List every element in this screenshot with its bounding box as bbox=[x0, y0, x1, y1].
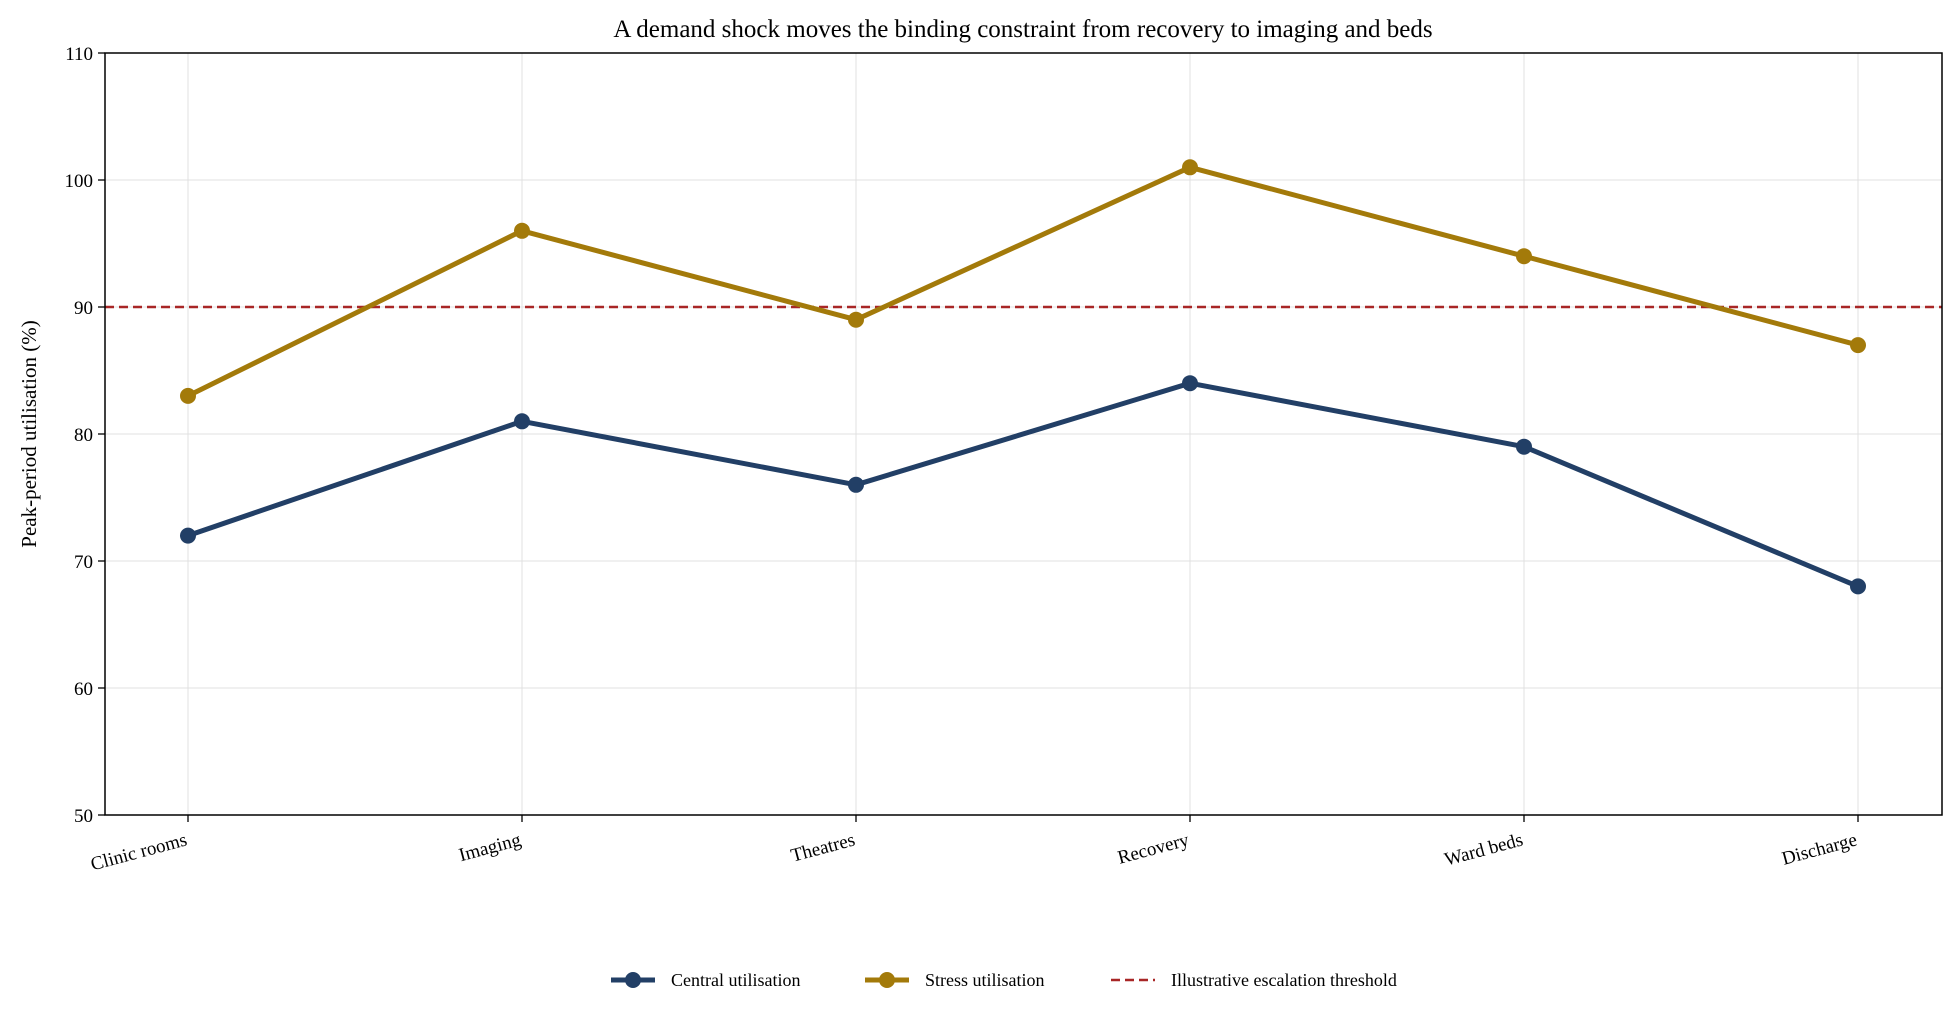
y-axis-label: Peak-period utilisation (%) bbox=[17, 320, 41, 547]
series-1-point bbox=[848, 476, 864, 493]
series-1-point bbox=[514, 413, 530, 430]
y-tick-label: 110 bbox=[65, 44, 93, 65]
y-tick-label: 60 bbox=[74, 679, 93, 700]
x-tick-label: Clinic rooms bbox=[89, 830, 190, 876]
series-2-point bbox=[514, 222, 530, 239]
series-layer bbox=[180, 159, 1866, 595]
x-tick-label: Recovery bbox=[1116, 829, 1192, 868]
legend-label-3: Illustrative escalation threshold bbox=[1171, 970, 1397, 990]
legend-label-2: Stress utilisation bbox=[925, 970, 1045, 990]
x-tick-label: Ward beds bbox=[1442, 830, 1525, 871]
x-tick-label: Theatres bbox=[789, 830, 858, 867]
legend-label-1: Central utilisation bbox=[671, 970, 800, 990]
y-tick-label: 100 bbox=[65, 171, 94, 192]
x-tick-label: Discharge bbox=[1780, 830, 1860, 870]
legend-swatch-marker bbox=[625, 972, 641, 988]
series-1-point bbox=[1516, 438, 1532, 455]
series-2-point bbox=[180, 387, 196, 404]
series-line-1 bbox=[185, 380, 1861, 589]
y-tick-label: 70 bbox=[74, 552, 93, 573]
axis-layer: 50 60 70 80 90 100 110 Clinic rooms Imaging Theat… bbox=[65, 44, 1860, 875]
legend: Central utilisation Stress utilisation Ill… bbox=[611, 970, 1397, 990]
series-2-point bbox=[1182, 159, 1198, 176]
x-tick-label: Imaging bbox=[457, 829, 524, 866]
y-tick-label: 80 bbox=[74, 425, 93, 446]
series-2-point bbox=[848, 311, 864, 328]
series-1-point bbox=[1182, 375, 1198, 392]
series-2-point bbox=[1850, 337, 1866, 354]
series-line-2 bbox=[185, 164, 1861, 399]
series-1-point bbox=[1850, 578, 1866, 595]
chart-title: A demand shock moves the binding constra… bbox=[613, 16, 1432, 43]
y-tick-label: 50 bbox=[74, 806, 93, 827]
series-1-point bbox=[180, 527, 196, 544]
series-2-point bbox=[1516, 248, 1532, 265]
y-tick-label: 90 bbox=[74, 298, 93, 319]
legend-swatch-marker bbox=[879, 972, 895, 988]
